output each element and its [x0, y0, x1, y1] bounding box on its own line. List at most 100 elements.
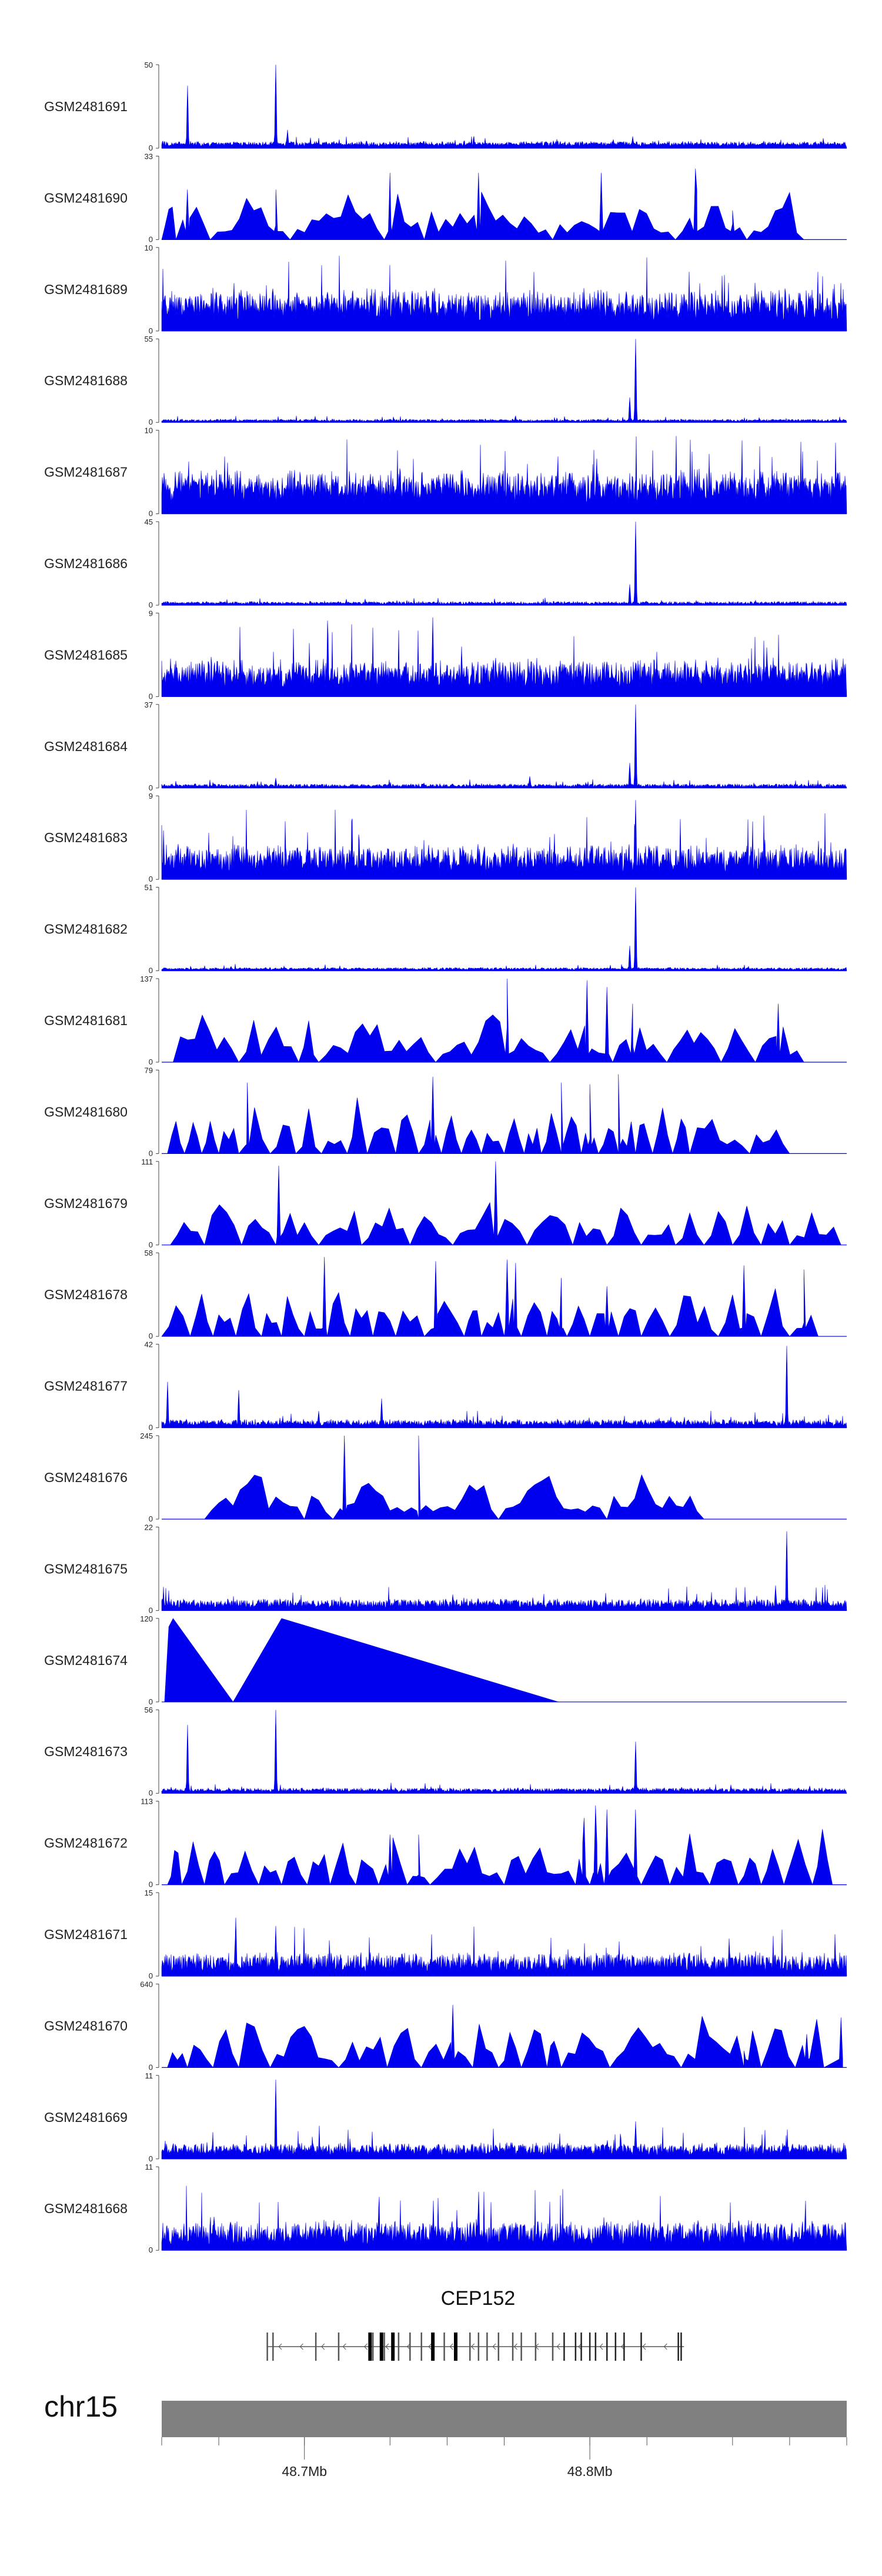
- track-label: GSM2481677: [44, 1379, 128, 1394]
- y-max-label: 640: [140, 1980, 153, 1988]
- exon: [391, 2333, 395, 2361]
- track-GSM2481688: GSM2481688 55 0: [44, 335, 847, 426]
- y-max-label: 10: [145, 426, 153, 435]
- strand-arrow: [299, 2343, 303, 2350]
- track-GSM2481687: GSM2481687 10 0: [44, 426, 847, 518]
- track-label: GSM2481691: [44, 99, 128, 114]
- strand-arrow: [428, 2343, 432, 2350]
- track-label: GSM2481678: [44, 1287, 128, 1302]
- strand-arrow: [513, 2343, 517, 2350]
- y-zero-label: 0: [149, 326, 153, 335]
- signal-tracks: GSM2481691500GSM2481690330GSM2481689100G…: [44, 61, 847, 2254]
- chromosome-ticks: 48.7Mb 48.8Mb: [161, 2437, 847, 2479]
- signal-area: [161, 1257, 818, 1337]
- signal-area: [161, 2185, 847, 2251]
- signal-area: [161, 1346, 847, 1428]
- y-max-label: 11: [145, 2071, 153, 2080]
- track-GSM2481686: GSM2481686 45 0: [44, 518, 847, 609]
- signal-area: [161, 1710, 847, 1794]
- exon: [443, 2333, 445, 2361]
- gene-model-CEP152: [266, 2333, 684, 2361]
- exon: [409, 2333, 411, 2361]
- track-GSM2481671: GSM2481671 15 0: [44, 1888, 847, 1980]
- y-max-label: 55: [145, 335, 153, 343]
- exon: [623, 2333, 625, 2361]
- signal-area: [161, 704, 847, 789]
- track-label: GSM2481676: [44, 1470, 128, 1485]
- y-zero-label: 0: [149, 509, 153, 518]
- strand-arrow: [620, 2343, 624, 2350]
- strand-arrow: [363, 2343, 368, 2350]
- y-zero-label: 0: [149, 235, 153, 243]
- track-GSM2481681: GSM2481681 137 0: [44, 975, 847, 1066]
- exon: [640, 2333, 642, 2361]
- track-label: GSM2481672: [44, 1836, 128, 1851]
- exon: [397, 2333, 400, 2361]
- y-zero-label: 0: [149, 1606, 153, 1614]
- signal-area: [161, 436, 847, 514]
- y-zero-label: 0: [149, 600, 153, 609]
- strand-arrow: [642, 2343, 646, 2350]
- y-max-label: 42: [145, 1340, 153, 1349]
- exon: [680, 2333, 682, 2361]
- track-label: GSM2481688: [44, 373, 128, 388]
- chromosome-axis: chr15 48.7Mb 48.8Mb: [44, 2390, 847, 2479]
- exon: [563, 2333, 565, 2361]
- track-label: GSM2481679: [44, 1196, 128, 1211]
- signal-area: [161, 887, 847, 971]
- y-max-label: 111: [141, 1157, 153, 1166]
- y-zero-label: 0: [149, 2154, 153, 2163]
- track-GSM2481679: GSM2481679 111 0: [44, 1157, 847, 1249]
- signal-area: [167, 1805, 833, 1886]
- exon: [420, 2333, 422, 2361]
- exon: [614, 2333, 617, 2361]
- y-max-label: 51: [145, 883, 153, 892]
- track-GSM2481689: GSM2481689 10 0: [44, 243, 847, 335]
- signal-area: [161, 255, 847, 332]
- y-zero-label: 0: [149, 2245, 153, 2254]
- y-zero-label: 0: [149, 1971, 153, 1980]
- strand-arrow: [492, 2343, 496, 2350]
- signal-area: [167, 1074, 790, 1154]
- y-max-label: 120: [140, 1614, 153, 1623]
- track-label: GSM2481681: [44, 1013, 128, 1028]
- exon: [580, 2333, 582, 2361]
- signal-area: [167, 2004, 843, 2068]
- strand-arrow: [449, 2343, 453, 2350]
- exon: [383, 2333, 385, 2361]
- signal-area: [161, 2079, 847, 2160]
- track-GSM2481690: GSM2481690 33 0: [44, 152, 847, 243]
- y-zero-label: 0: [149, 1514, 153, 1523]
- exon: [338, 2333, 340, 2361]
- signal-area: [204, 1435, 704, 1520]
- strand-arrow: [278, 2343, 282, 2350]
- y-zero-label: 0: [149, 783, 153, 792]
- track-GSM2481670: GSM2481670 640 0: [44, 1980, 847, 2071]
- exon: [431, 2333, 435, 2361]
- exon: [477, 2333, 480, 2361]
- track-label: GSM2481675: [44, 1561, 128, 1576]
- y-zero-label: 0: [149, 875, 153, 883]
- y-zero-label: 0: [149, 418, 153, 426]
- exon: [512, 2333, 514, 2361]
- track-label: GSM2481685: [44, 647, 128, 662]
- track-label: GSM2481687: [44, 465, 128, 480]
- track-GSM2481682: GSM2481682 51 0: [44, 883, 847, 975]
- strand-arrow: [470, 2343, 475, 2350]
- y-zero-label: 0: [149, 966, 153, 975]
- chromosome-bar: [162, 2401, 847, 2437]
- y-max-label: 79: [145, 1066, 153, 1075]
- signal-area: [161, 168, 804, 241]
- y-zero-label: 0: [149, 1880, 153, 1889]
- y-max-label: 137: [140, 975, 153, 983]
- exon: [574, 2333, 577, 2361]
- x-tick-label: 48.8Mb: [567, 2464, 613, 2479]
- track-label: GSM2481668: [44, 2201, 128, 2216]
- exon: [469, 2333, 471, 2361]
- y-max-label: 37: [145, 700, 153, 709]
- track-GSM2481674: GSM2481674 120 0: [44, 1614, 847, 1706]
- exon: [272, 2333, 274, 2361]
- y-zero-label: 0: [149, 1423, 153, 1432]
- y-zero-label: 0: [149, 1240, 153, 1249]
- track-GSM2481672: GSM2481672 113 0: [44, 1797, 847, 1889]
